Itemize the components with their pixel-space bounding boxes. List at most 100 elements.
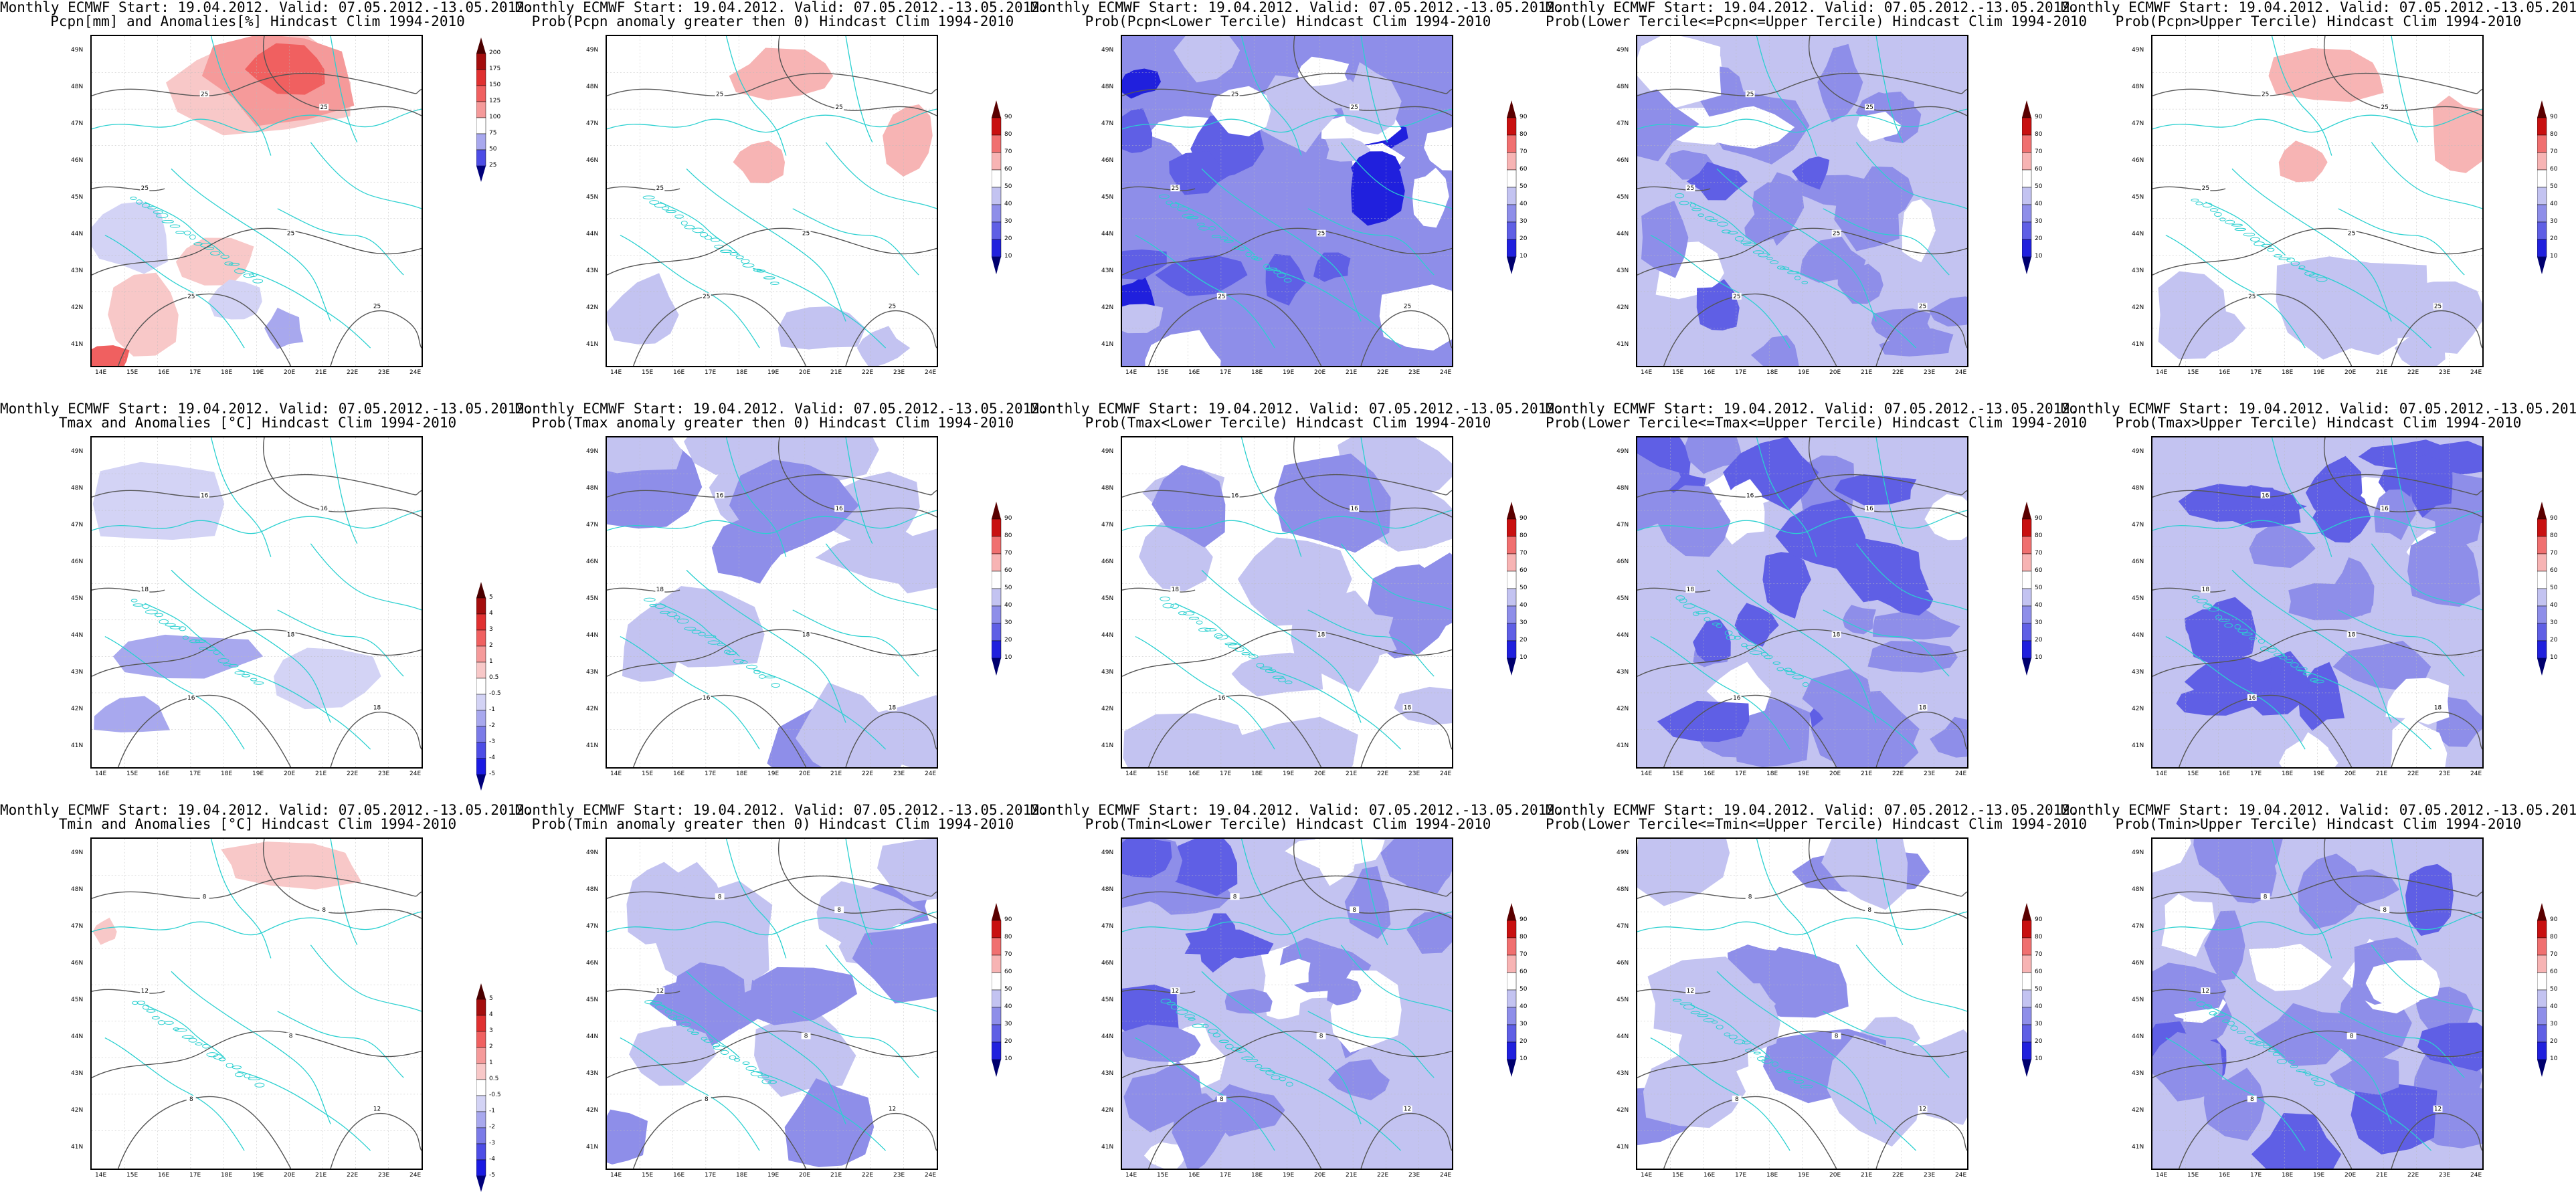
coast-island: [151, 1016, 160, 1020]
shaded-region: [1752, 182, 1801, 227]
contour-label: 16: [320, 506, 329, 512]
longitude-tick-label: 16E: [2219, 369, 2231, 376]
colorbar-label: 30: [1520, 619, 1528, 626]
coast-island: [243, 273, 254, 278]
country-border: [1360, 839, 1388, 946]
country-border: [277, 609, 404, 677]
coast-island: [1794, 276, 1801, 281]
colorbar-segment: [2022, 221, 2032, 240]
coast-island: [1792, 675, 1805, 680]
coast-island: [1249, 654, 1259, 659]
shaded-region: [2409, 454, 2453, 518]
contour-line: [92, 474, 422, 498]
shaded-region: [777, 306, 866, 350]
colorbar-label: 80: [2550, 131, 2558, 138]
coast-island: [1196, 620, 1203, 625]
latitude-tick-label: 44N: [2132, 231, 2144, 237]
latitude-tick-label: 49N: [2132, 849, 2144, 856]
coast-island: [1234, 647, 1245, 652]
coast-island: [1177, 206, 1190, 211]
longitude-tick-label: 20E: [799, 1172, 811, 1179]
colorbar-label: 20: [1004, 1038, 1012, 1045]
colorbar-segment: [476, 1015, 486, 1032]
shaded-region: [2161, 894, 2215, 957]
contour-line: [607, 474, 937, 498]
contour-line: [1637, 186, 1711, 191]
country-border: [1650, 1037, 1790, 1151]
shaded-region: [1696, 279, 1740, 331]
coast-island: [1724, 630, 1733, 636]
shaded-region: [2203, 839, 2283, 884]
country-border: [725, 437, 787, 557]
contour-label: 8: [203, 894, 207, 900]
coast-island: [2195, 201, 2203, 205]
colorbar-label: 0.5: [489, 1076, 499, 1082]
shaded-region: [244, 43, 325, 95]
shaded-region: [2329, 1056, 2399, 1095]
map-plot-area: 16 18 16 18 16 18: [1636, 436, 1968, 769]
coast-island: [1238, 247, 1247, 251]
contour-label: 18: [287, 632, 295, 639]
coast-island: [735, 255, 744, 260]
latitude-tick-label: 47N: [2132, 923, 2144, 930]
longitude-tick-label: 24E: [409, 369, 422, 376]
longitude-tick-label: 14E: [2156, 771, 2168, 777]
longitude-tick-label: 21E: [1861, 369, 1873, 376]
shaded-region: [1827, 723, 1919, 767]
coast-island: [763, 276, 775, 280]
country-border: [607, 510, 937, 534]
panel-title-line1: Monthly ECMWF Start: 19.04.2012. Valid: …: [1546, 802, 2079, 818]
coast-island: [1198, 627, 1211, 632]
coast-island: [1734, 1039, 1746, 1045]
longitude-tick-label: 16E: [2219, 771, 2231, 777]
shaded-region: [2249, 524, 2316, 569]
country-border: [2231, 971, 2392, 1124]
contour-line: [845, 711, 937, 767]
coast-island: [1188, 1017, 1196, 1021]
colorbar-top-arrow: [992, 903, 1001, 920]
coast-island: [650, 1001, 662, 1005]
coast-island: [2249, 237, 2260, 242]
colorbar-label: 20: [2550, 1038, 2558, 1045]
contour-line: [1663, 293, 1837, 366]
colorbar-segment: [992, 571, 1002, 589]
coast-island: [1170, 203, 1180, 208]
longitude-tick-label: 24E: [1440, 1172, 1452, 1179]
colorbar-label: 10: [1004, 253, 1012, 260]
country-border: [1122, 108, 1452, 133]
longitude-tick-label: 18E: [736, 771, 748, 777]
colorbar-segment: [2022, 204, 2032, 223]
coast-island: [1184, 1014, 1195, 1019]
colorbar-segment: [476, 1143, 486, 1161]
colorbar-segment: [476, 85, 486, 102]
shaded-region: [94, 696, 171, 732]
shaded-region: [1327, 1059, 1390, 1101]
map-plot-area: 16 18 16 18 16 18: [2151, 436, 2484, 769]
coast-island: [2267, 247, 2275, 252]
country-border: [277, 208, 404, 276]
contour-label: 8: [1319, 1033, 1323, 1040]
longitude-tick-label: 22E: [1377, 369, 1389, 376]
latitude-tick-label: 44N: [2132, 632, 2144, 639]
longitude-tick-label: 23E: [1924, 1172, 1936, 1179]
latitude-tick-label: 49N: [2132, 448, 2144, 455]
colorbar-label: -0.5: [489, 1092, 501, 1098]
shaded-region: [1637, 839, 1730, 906]
latitude-tick-label: 46N: [2132, 157, 2144, 164]
latitude-tick-label: 41N: [1101, 742, 1114, 749]
coast-island: [1170, 1004, 1179, 1010]
contour-line: [1122, 227, 1452, 276]
longitude-tick-label: 23E: [893, 771, 905, 777]
colorbar-bottom-arrow: [992, 658, 1001, 676]
shaded-region: [1817, 43, 1863, 122]
colorbar-segment: [2537, 518, 2547, 537]
coast-island: [2258, 639, 2266, 644]
coast-island: [234, 268, 246, 274]
coast-island: [1211, 235, 1221, 238]
contour-line: [607, 629, 937, 677]
coast-island: [2305, 1071, 2312, 1077]
shaded-region: [274, 647, 381, 710]
coast-island: [1728, 1034, 1738, 1039]
shaded-region: [729, 47, 834, 100]
latitude-tick-label: 49N: [1617, 448, 1629, 455]
